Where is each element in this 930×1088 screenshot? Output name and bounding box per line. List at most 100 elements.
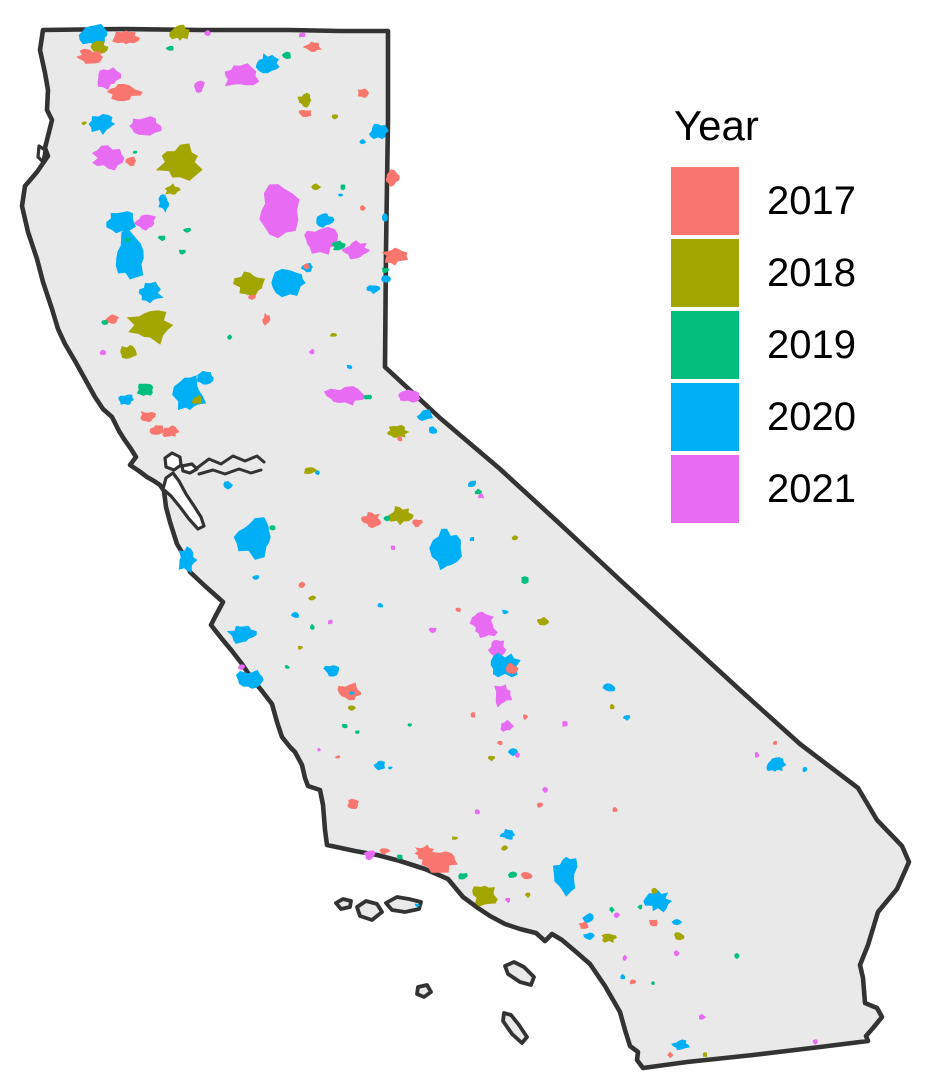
fire-perimeter-2020 xyxy=(348,691,355,695)
fire-perimeter-2020 xyxy=(388,766,393,770)
fire-perimeter-2018 xyxy=(601,933,617,943)
fire-perimeter-2020 xyxy=(226,625,257,644)
fire-perimeter-2020 xyxy=(643,890,672,913)
fire-perimeter-2020 xyxy=(802,766,808,773)
fire-perimeter-2020 xyxy=(552,856,578,897)
fire-perimeter-2020 xyxy=(158,194,169,213)
fire-perimeter-2020 xyxy=(255,53,280,74)
fire-perimeter-2017 xyxy=(106,84,143,102)
fire-perimeter-2021 xyxy=(91,145,125,171)
fire-perimeter-2020 xyxy=(414,903,421,907)
fire-perimeter-2017 xyxy=(334,755,341,759)
fire-perimeter-2020 xyxy=(359,138,367,145)
fire-perimeter-2021 xyxy=(363,850,376,861)
fire-perimeter-2019 xyxy=(136,383,154,396)
fire-perimeter-2020 xyxy=(583,932,595,941)
fire-perimeter-2019 xyxy=(397,854,403,860)
fire-perimeter-2020 xyxy=(346,364,353,370)
fire-perimeter-2021 xyxy=(428,627,437,634)
fire-perimeter-2017 xyxy=(506,662,519,674)
fire-perimeter-2017 xyxy=(379,848,391,855)
fire-perimeter-2021 xyxy=(194,80,205,93)
fire-perimeter-2021 xyxy=(304,226,338,255)
delta-channel xyxy=(197,467,263,476)
fire-perimeter-2017 xyxy=(397,436,403,442)
fire-perimeter-2021 xyxy=(699,1013,707,1020)
fire-perimeter-2021 xyxy=(474,809,481,815)
fire-perimeter-2017 xyxy=(536,802,544,808)
fire-perimeter-2019 xyxy=(383,515,391,522)
island-santa-barbara xyxy=(415,983,433,999)
fire-perimeter-2017 xyxy=(414,844,434,860)
fire-perimeter-2017 xyxy=(667,1051,674,1059)
legend-swatch-2019 xyxy=(671,311,739,379)
fire-perimeter-2018 xyxy=(155,143,203,181)
fire-perimeter-2019 xyxy=(734,953,740,959)
fire-perimeter-2021 xyxy=(622,954,628,961)
fire-perimeter-2020 xyxy=(469,536,475,542)
legend-item-2018: 2018 xyxy=(671,239,856,307)
fire-perimeter-2019 xyxy=(132,150,138,154)
legend-item-2021: 2021 xyxy=(671,455,856,523)
fire-perimeter-2019 xyxy=(363,394,373,400)
fire-perimeter-2019 xyxy=(124,237,131,243)
fire-perimeter-2019 xyxy=(157,235,166,242)
fire-perimeter-2018 xyxy=(297,92,312,108)
fire-perimeter-2020 xyxy=(252,575,260,580)
fire-perimeter-2020 xyxy=(78,23,108,46)
fire-perimeter-2021 xyxy=(514,752,520,758)
fire-perimeter-2018 xyxy=(524,892,531,899)
fire-perimeter-2020 xyxy=(377,602,383,608)
fire-perimeter-2018 xyxy=(702,1052,708,1057)
fire-perimeter-2019 xyxy=(227,334,233,340)
fire-perimeter-2021 xyxy=(328,619,333,625)
fire-perimeter-2020 xyxy=(507,748,519,757)
fire-perimeter-2019 xyxy=(637,904,643,910)
legend-item-2019: 2019 xyxy=(671,311,856,379)
fire-perimeter-2020 xyxy=(381,275,392,283)
fire-perimeter-2021 xyxy=(494,684,513,708)
fire-perimeter-2020 xyxy=(602,683,616,692)
fire-perimeter-2018 xyxy=(651,887,658,894)
fire-perimeter-2020 xyxy=(233,517,271,560)
fire-perimeter-2020 xyxy=(381,213,388,222)
fire-perimeter-2020 xyxy=(671,1039,690,1051)
fire-perimeter-2021 xyxy=(812,1039,818,1045)
fire-perimeter-2019 xyxy=(507,871,518,878)
fire-perimeter-2018 xyxy=(501,845,509,851)
fire-perimeter-2018 xyxy=(311,183,322,191)
fire-perimeter-2017 xyxy=(361,512,382,529)
fire-perimeter-2021 xyxy=(308,348,315,355)
fire-perimeter-2020 xyxy=(502,609,509,615)
legend-item-label: 2018 xyxy=(767,250,856,295)
island-san-miguel xyxy=(334,897,353,911)
fire-perimeter-2021 xyxy=(204,30,211,37)
fire-perimeter-2019 xyxy=(101,319,109,325)
fire-perimeter-2017 xyxy=(298,581,306,589)
fire-perimeter-2021 xyxy=(134,214,157,231)
fire-perimeter-2019 xyxy=(521,576,529,584)
legend-swatch-2017 xyxy=(671,167,739,235)
island-santa-cruz xyxy=(384,895,423,914)
fire-perimeter-2020 xyxy=(620,974,626,980)
fire-perimeter-2018 xyxy=(511,535,519,541)
fire-perimeter-2019 xyxy=(355,730,360,734)
island-san-clemente xyxy=(501,1011,529,1045)
fire-perimeter-2019 xyxy=(407,723,412,727)
fire-perimeter-2020 xyxy=(766,757,787,772)
fire-perimeter-2020 xyxy=(467,480,476,487)
fire-perimeter-2019 xyxy=(609,906,615,914)
fire-perimeter-2020 xyxy=(337,193,344,197)
fire-perimeter-2020 xyxy=(223,481,233,490)
fire-perimeter-2018 xyxy=(297,645,303,650)
fire-perimeter-2021 xyxy=(298,32,306,38)
fire-perimeter-2017 xyxy=(337,682,361,701)
fire-perimeter-2021 xyxy=(488,640,507,663)
fire-perimeter-2021 xyxy=(317,747,321,752)
fire-perimeter-2020 xyxy=(271,268,306,298)
san-pablo-bay xyxy=(163,451,183,472)
fire-perimeter-2018 xyxy=(120,344,137,359)
legend-item-label: 2017 xyxy=(767,178,856,223)
